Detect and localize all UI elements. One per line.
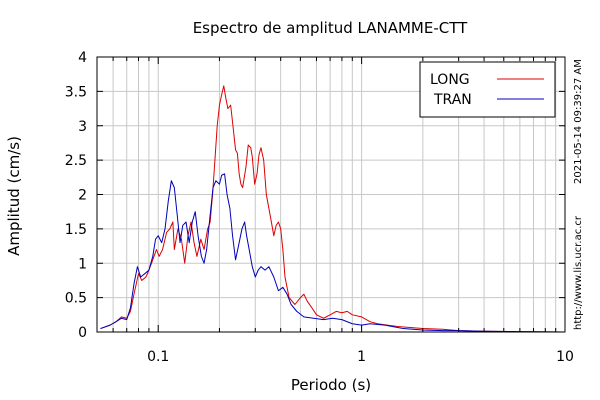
y-tick-label: 4 xyxy=(78,50,87,66)
y-tick-label: 0.5 xyxy=(65,291,87,307)
legend-label-long: LONG xyxy=(430,72,470,88)
x-tick-label: 10 xyxy=(556,349,574,365)
y-tick-label: 2 xyxy=(78,188,87,204)
timestamp-label: 2021-05-14 09:39:27 AM xyxy=(573,59,584,184)
x-tick-label: 0.1 xyxy=(147,349,169,365)
y-tick-label: 2.5 xyxy=(65,153,87,169)
y-tick-label: 0 xyxy=(78,325,87,341)
y-tick-label: 1.5 xyxy=(65,222,87,238)
legend-box xyxy=(419,61,556,118)
source-url-link[interactable]: http://www.lis.ucr.ac.cr xyxy=(573,216,584,330)
series-lines xyxy=(100,85,566,333)
x-tick-label: 1 xyxy=(357,349,366,365)
x-axis-label: Periodo (s) xyxy=(291,376,371,394)
series-line-tran xyxy=(100,173,566,333)
legend: LONG TRAN xyxy=(419,61,556,118)
axis-ticks: 0 0.5 1 1.5 2 2.5 3 3.5 4 0.1 1 10 xyxy=(65,50,574,365)
y-tick-label: 3 xyxy=(78,119,87,135)
series-line-long xyxy=(100,85,566,333)
legend-label-tran: TRAN xyxy=(433,92,472,108)
y-axis-label: Amplitud (cm/s) xyxy=(5,136,23,256)
chart-title: Espectro de amplitud LANAMME-CTT xyxy=(193,19,468,37)
y-tick-label: 3.5 xyxy=(65,84,87,100)
y-tick-label: 1 xyxy=(78,256,87,272)
